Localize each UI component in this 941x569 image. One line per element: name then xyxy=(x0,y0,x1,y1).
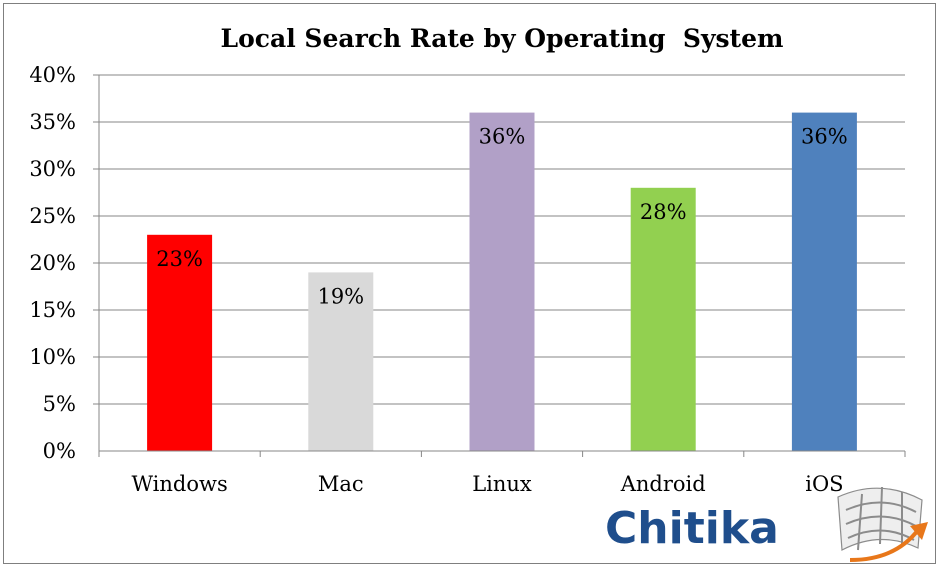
y-axis-ticks: 0% 5% 10% 15% 20% 25% 30% 35% 40% xyxy=(29,63,76,463)
x-category-label: Mac xyxy=(318,472,364,496)
y-tick-label: 30% xyxy=(29,157,76,181)
data-label: 36% xyxy=(801,125,848,149)
y-tick-label: 25% xyxy=(29,204,76,228)
data-label: 28% xyxy=(640,200,687,224)
x-category-label: Windows xyxy=(131,472,227,496)
orange-arrowhead-icon xyxy=(910,522,928,540)
data-label: 36% xyxy=(479,125,526,149)
y-tick-label: 40% xyxy=(29,63,76,87)
y-tick-label: 0% xyxy=(43,439,76,463)
logo-wordmark: Chitika xyxy=(605,503,779,554)
y-tick-label: 10% xyxy=(29,345,76,369)
y-tick-label: 15% xyxy=(29,298,76,322)
globe-icon xyxy=(837,486,923,551)
bar-linux xyxy=(469,112,535,451)
x-category-label: Linux xyxy=(472,472,532,496)
chart-title: Local Search Rate by Operating System xyxy=(220,24,784,53)
y-tick-label: 35% xyxy=(29,110,76,134)
data-label: 23% xyxy=(156,247,203,271)
orange-swoosh-icon xyxy=(849,528,920,562)
x-category-label: Android xyxy=(620,472,706,496)
chitika-logo: Chitika xyxy=(605,486,928,562)
x-axis: Windows Mac Linux Android iOS xyxy=(98,75,906,496)
x-category-label: iOS xyxy=(805,472,843,496)
data-labels: 23% 19% 36% 28% 36% xyxy=(156,125,847,309)
bar-windows xyxy=(147,234,213,451)
y-tick-label: 5% xyxy=(43,392,76,416)
bar-android xyxy=(630,187,696,452)
bar-ios xyxy=(791,112,857,451)
y-tick-label: 20% xyxy=(29,251,76,275)
bar-mac xyxy=(308,272,374,451)
data-label: 19% xyxy=(317,284,364,308)
bars xyxy=(147,112,857,452)
